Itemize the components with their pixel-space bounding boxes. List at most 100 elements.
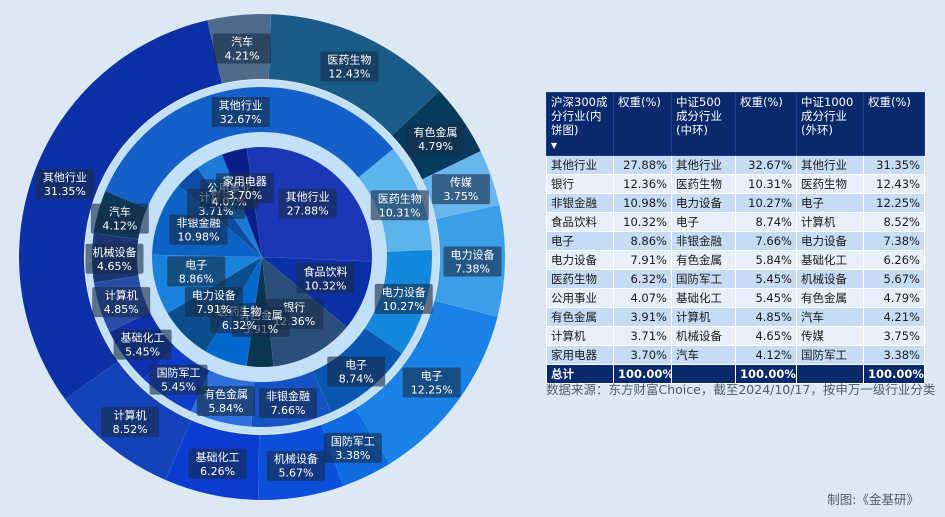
weight-cell: 10.31% xyxy=(735,174,797,194)
slice-value: 10.32% xyxy=(305,279,347,292)
weight-cell: 6.26% xyxy=(863,250,925,270)
slice-value: 5.84% xyxy=(209,402,244,415)
header-hs300-industry[interactable]: 沪深300成分行业(内饼图) ▼ xyxy=(546,92,614,156)
slice-value: 12.25% xyxy=(411,384,453,397)
industry-cell: 其他行业 xyxy=(546,155,614,175)
industry-cell: 汽车 xyxy=(796,307,864,327)
weight-cell: 8.86% xyxy=(613,231,672,251)
slice-value: 5.67% xyxy=(279,467,314,480)
slice-label: 基础化工 xyxy=(121,331,165,345)
slice-label: 医药生物 xyxy=(378,191,422,205)
slice-label: 其他行业 xyxy=(43,171,87,184)
header-hs300-weight[interactable]: 权重(%) xyxy=(613,92,672,156)
weights-table: 沪深300成分行业(内饼图) ▼ 权重(%) 中证500成分行业(中环) 权重(… xyxy=(546,92,925,384)
slice-label: 电力设备 xyxy=(192,288,236,302)
header-zz500-industry[interactable]: 中证500成分行业(中环) xyxy=(671,92,736,156)
weight-cell: 12.43% xyxy=(863,174,925,194)
slice-value: 3.38% xyxy=(335,449,370,462)
label-box xyxy=(323,432,382,463)
total-cell: 100.00% xyxy=(735,364,797,384)
slice-value: 3.70% xyxy=(227,189,262,202)
weight-cell: 8.74% xyxy=(735,212,797,232)
weight-cell: 12.25% xyxy=(863,193,925,213)
table-row: 电力设备 7.91% 有色金属 5.84% 基础化工 6.26% xyxy=(546,250,925,270)
outer-slice-label: 传媒3.75% xyxy=(431,174,490,205)
slice-label: 电力设备 xyxy=(450,247,494,261)
label-box xyxy=(320,51,379,82)
weight-cell: 7.38% xyxy=(863,231,925,251)
outer-slice[interactable] xyxy=(18,19,223,400)
label-box xyxy=(215,173,274,204)
table-row: 非银金融 10.98% 电力设备 10.27% 电子 12.25% xyxy=(546,193,925,213)
slice-label: 食品饮料 xyxy=(304,264,348,278)
header-zz1000-weight[interactable]: 权重(%) xyxy=(863,92,925,156)
slice-label: 机械设备 xyxy=(93,245,137,259)
slice-label: 电子 xyxy=(185,258,207,271)
slice-value: 5.45% xyxy=(161,381,196,394)
industry-cell: 非银金融 xyxy=(546,193,614,213)
slice-label: 计算机 xyxy=(114,408,147,422)
slice-value: 7.91% xyxy=(196,303,231,316)
header-zz1000-industry[interactable]: 中证1000成分行业(外环) xyxy=(796,92,864,156)
label-box xyxy=(101,407,160,438)
table-header-row: 沪深300成分行业(内饼图) ▼ 权重(%) 中证500成分行业(中环) 权重(… xyxy=(546,92,925,156)
weight-cell: 10.32% xyxy=(613,212,672,232)
table-row: 食品饮料 10.32% 电子 8.74% 计算机 8.52% xyxy=(546,212,925,232)
industry-cell: 计算机 xyxy=(796,212,864,232)
slice-value: 32.67% xyxy=(220,113,262,126)
table-row: 家用电器 3.70% 汽车 4.12% 国防军工 3.38% xyxy=(546,345,925,365)
sort-down-icon[interactable]: ▼ xyxy=(551,141,558,150)
weight-cell: 10.98% xyxy=(613,193,672,213)
label-box xyxy=(167,256,226,287)
industry-cell: 基础化工 xyxy=(796,250,864,270)
industry-cell: 计算机 xyxy=(671,307,736,327)
label-box xyxy=(92,287,151,318)
industry-cell: 汽车 xyxy=(671,345,736,365)
middle-slice[interactable] xyxy=(105,86,394,209)
slice-value: 4.79% xyxy=(418,140,453,153)
slice-label: 电子 xyxy=(421,370,443,383)
slice-value: 4.21% xyxy=(225,49,260,62)
slice-label: 非银金融 xyxy=(176,216,220,230)
slice-value: 10.27% xyxy=(383,300,425,313)
slice-value: 4.12% xyxy=(102,220,137,233)
industry-cell: 其他行业 xyxy=(671,155,736,175)
industry-cell: 医药生物 xyxy=(546,269,614,289)
total-cell xyxy=(671,364,736,384)
middle-slice-label: 电子8.74% xyxy=(327,356,386,387)
industry-cell: 电子 xyxy=(796,193,864,213)
slice-value: 12.43% xyxy=(328,68,370,81)
industry-cell: 电子 xyxy=(671,212,736,232)
industry-cell: 非银金融 xyxy=(671,231,736,251)
slice-label: 基础化工 xyxy=(196,450,240,464)
weight-cell: 6.32% xyxy=(613,269,672,289)
header-zz500-weight[interactable]: 权重(%) xyxy=(735,92,797,156)
label-box xyxy=(169,214,228,245)
weights-table-container: 沪深300成分行业(内饼图) ▼ 权重(%) 中证500成分行业(中环) 权重(… xyxy=(546,92,925,384)
outer-slice-label: 汽车4.21% xyxy=(213,33,272,64)
label-box xyxy=(188,448,247,479)
label-box xyxy=(406,123,465,154)
weight-cell: 4.79% xyxy=(863,288,925,308)
weight-cell: 27.88% xyxy=(613,155,672,175)
industry-cell: 电子 xyxy=(546,231,614,251)
slice-value: 3.75% xyxy=(443,190,478,203)
weight-cell: 7.66% xyxy=(735,231,797,251)
weight-cell: 31.35% xyxy=(863,155,925,175)
label-box xyxy=(35,169,94,200)
table-total-row: 总计 100.00% 100.00% 100.00% xyxy=(546,364,925,384)
donut-chart: 汽车4.21% 医药生物12.43%有色金属4.79%传媒3.75%电力设备7.3… xyxy=(18,13,506,501)
slice-value: 31.35% xyxy=(44,185,86,198)
slice-label: 其他行业 xyxy=(219,99,263,112)
weight-cell: 5.45% xyxy=(735,288,797,308)
total-cell: 100.00% xyxy=(613,364,672,384)
weight-cell: 12.36% xyxy=(613,174,672,194)
table-row: 公用事业 4.07% 基础化工 5.45% 有色金属 4.79% xyxy=(546,288,925,308)
